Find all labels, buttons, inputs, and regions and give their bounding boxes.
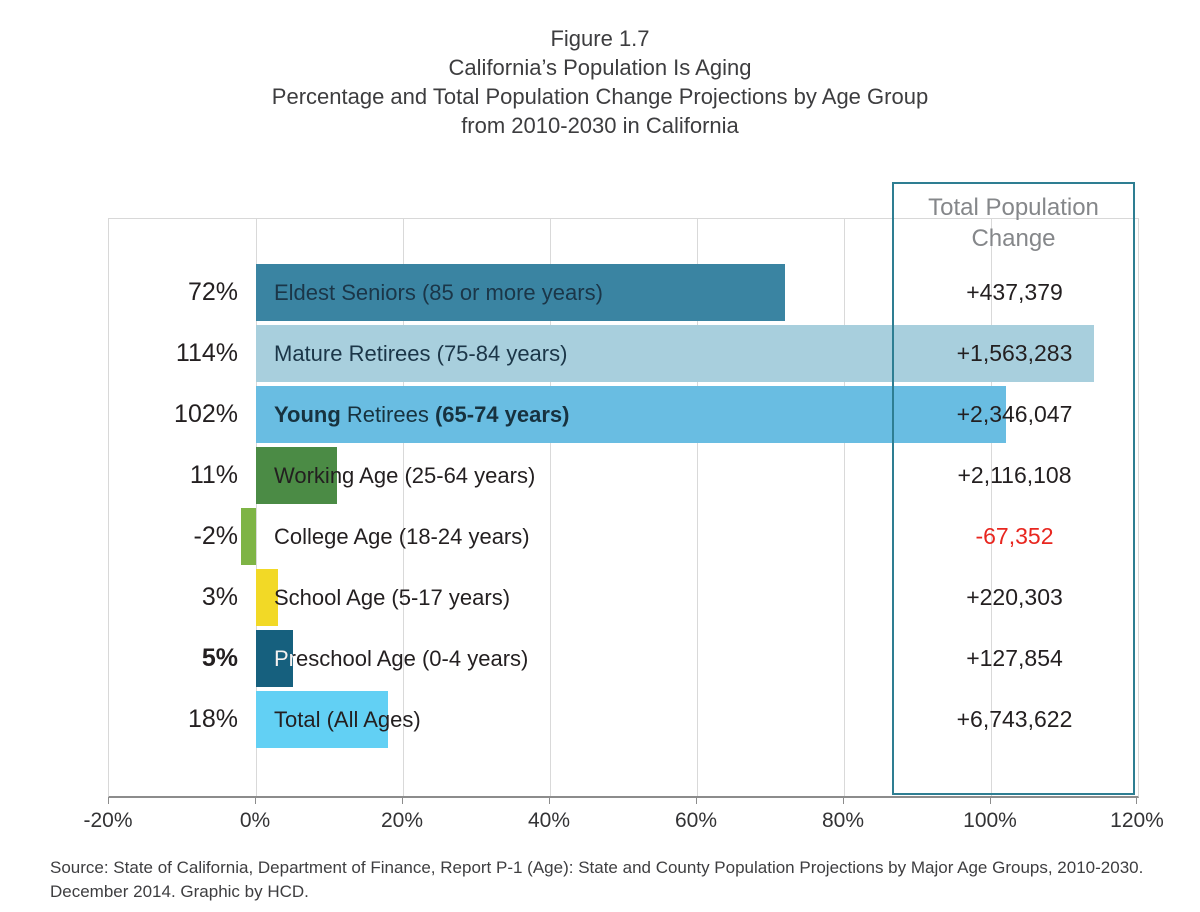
- axis-tick: [696, 797, 697, 804]
- total-change-value: +2,116,108: [957, 462, 1072, 488]
- bars-area: 72% Eldest Seniors (85 or more years) +437…: [109, 219, 1138, 796]
- chart-row: 72% Eldest Seniors (85 or more years) +437…: [109, 264, 1138, 321]
- axis-tick-label: -20%: [83, 809, 133, 832]
- percent-label: 11%: [189, 461, 238, 489]
- gridline: [844, 219, 845, 796]
- percent-label: -2%: [193, 522, 238, 550]
- chart-row: 11% Working Age (25-64 years) +2,116,108: [109, 447, 1138, 504]
- bar-label: Total (All Ages): [274, 691, 421, 748]
- total-change-value: +127,854: [966, 645, 1063, 671]
- axis-tick-label: 60%: [674, 809, 718, 832]
- bar: [256, 386, 1006, 443]
- axis-tick-label: 40%: [527, 809, 571, 832]
- percent-label: 5%: [201, 644, 238, 672]
- bar-label-segment: Mature Retirees (75-84 years): [274, 341, 568, 366]
- x-axis: -20% 0% 20% 40% 60% 80% 100% 120%: [83, 795, 1164, 840]
- bar: [241, 508, 256, 565]
- axis-tick: [990, 797, 991, 804]
- chart-row: 114% Mature Retirees (75-84 years) +1,563,…: [109, 325, 1138, 382]
- axis-tick: [1136, 797, 1137, 804]
- axis-tick-label: 120%: [1110, 809, 1164, 832]
- title-line-figure-number: Figure 1.7: [550, 26, 650, 51]
- bar-label: College Age (18-24 years): [274, 508, 530, 565]
- bar-label-segment: Total (All Ages): [274, 707, 421, 732]
- bar-label: Young Retirees (65-74 years): [274, 386, 570, 443]
- figure-title: Figure 1.7 California’s Population Is Ag…: [0, 24, 1200, 140]
- axis-tick-label: 20%: [380, 809, 424, 832]
- percent-label: 102%: [174, 400, 238, 428]
- bar-label: School Age (5-17 years): [274, 569, 510, 626]
- total-change-value: +2,346,047: [956, 401, 1073, 427]
- total-change-value: +437,379: [966, 279, 1063, 305]
- gridline: [697, 219, 698, 796]
- plot-area: 72% Eldest Seniors (85 or more years) +437…: [108, 218, 1139, 798]
- chart-row: 18% Total (All Ages) +6,743,622: [109, 691, 1138, 748]
- bar-label: Preschool Age (0-4 years): [274, 630, 528, 687]
- bar-label: Mature Retirees (75-84 years): [274, 325, 567, 382]
- chart-row: -2% College Age (18-24 years) -67,352: [109, 508, 1138, 565]
- bar: [256, 691, 388, 748]
- total-population-change-header: Total Population Change: [928, 194, 1099, 252]
- bar-label-segment: Working Age (25-64 years): [274, 463, 536, 488]
- bar: [256, 264, 785, 321]
- axis-tick-label: 100%: [963, 809, 1017, 832]
- axis-tick-label: 80%: [821, 809, 865, 832]
- axis-tick-label: 0%: [239, 809, 271, 832]
- bar-label-segment: Preschool Age (0-4 years): [274, 646, 529, 671]
- bar-label-segment: Retirees: [340, 402, 435, 427]
- bar-label-segment: School Age (5-17 years): [274, 585, 511, 610]
- total-change-value: -67,352: [975, 523, 1054, 549]
- chart-row: 102% Young Retirees (65-74 years) +2,346,0…: [109, 386, 1138, 443]
- bar-label: Working Age (25-64 years): [274, 447, 535, 504]
- title-line-subtitle: Percentage and Total Population Change P…: [271, 84, 929, 109]
- chart-row: 5%Preschool Age (0-4 years)Preschool Age…: [109, 630, 1138, 687]
- chart-row: 3% School Age (5-17 years) +220,303: [109, 569, 1138, 626]
- bar-label-light-overlay: Preschool Age (0-4 years): [274, 646, 293, 671]
- bar-label: Eldest Seniors (85 or more years): [274, 264, 603, 321]
- gridline: [550, 219, 551, 796]
- axis-tick: [255, 797, 256, 804]
- gridline: [403, 219, 404, 796]
- percent-label: 72%: [187, 278, 238, 306]
- axis-tick: [402, 797, 403, 804]
- source-note: Source: State of California, Department …: [50, 858, 1144, 901]
- title-line-main: California’s Population Is Aging: [448, 55, 752, 80]
- total-population-change-box: Total Population Change: [892, 182, 1135, 795]
- bar-label-segment: College Age (18-24 years): [274, 524, 530, 549]
- percent-label: 3%: [201, 583, 238, 611]
- total-change-value: +6,743,622: [956, 706, 1073, 732]
- percent-label: 114%: [175, 339, 238, 367]
- bar: [256, 569, 278, 626]
- axis-tick: [549, 797, 550, 804]
- total-change-value: +220,303: [966, 584, 1063, 610]
- bar-label-segment: (65-74 years): [434, 402, 570, 427]
- total-change-value: +1,563,283: [956, 340, 1073, 366]
- bar-label-segment: Eldest Seniors (85 or more years): [274, 280, 603, 305]
- bar: [256, 630, 293, 687]
- percent-label: 18%: [187, 705, 238, 733]
- gridline: [991, 219, 992, 796]
- bar: [256, 325, 1094, 382]
- bar-label-segment: Young: [274, 402, 341, 427]
- axis-tick: [843, 797, 844, 804]
- title-line-range: from 2010-2030 in California: [461, 113, 739, 138]
- bar: [256, 447, 337, 504]
- axis-tick: [108, 797, 109, 804]
- gridline: [256, 219, 257, 796]
